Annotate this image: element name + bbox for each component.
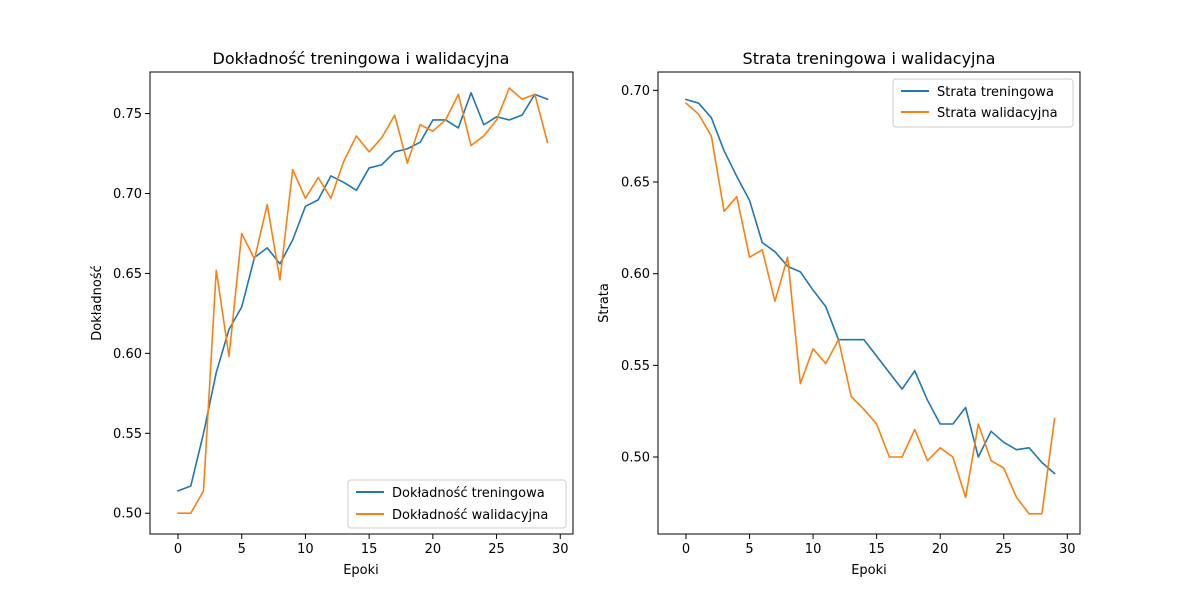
y-tick-label: 0.55	[113, 427, 142, 442]
series-layer	[684, 98, 1056, 515]
legend-label-validation: Dokładność walidacyjna	[392, 508, 548, 523]
legend: Dokładność treningowa Dokładność walidac…	[347, 479, 567, 529]
y-tick-label: 0.50	[621, 451, 650, 466]
x-tick-label: 0	[682, 542, 690, 557]
x-tick-label: 25	[488, 542, 505, 557]
plot-frame	[657, 71, 1081, 535]
x-tick-label: 5	[238, 542, 246, 557]
series-line-training	[684, 98, 1056, 475]
series-line-validation	[684, 102, 1056, 515]
y-tick-label: 0.60	[113, 347, 142, 362]
y-axis-label: Dokładność	[90, 265, 105, 341]
chart-title: Strata treningowa i walidacyjna	[743, 49, 996, 68]
series-layer	[176, 87, 549, 515]
x-tick-label: 0	[174, 542, 182, 557]
legend-box	[347, 479, 567, 529]
legend-label-training: Strata treningowa	[937, 85, 1054, 100]
chart-title: Dokładność treningowa i walidacyjna	[213, 49, 510, 68]
legend-label-validation: Strata walidacyjna	[937, 106, 1058, 121]
x-tick-label: 30	[552, 542, 569, 557]
series-line-validation	[177, 87, 549, 515]
y-tick-label: 0.65	[113, 267, 142, 282]
ticks: 0 5 10 15 20 25 30 0.50 0.55 0.60 0.65 0.70 0.75	[113, 107, 568, 557]
x-tick-label: 20	[425, 542, 442, 557]
x-tick-label: 10	[297, 542, 314, 557]
x-tick-label: 5	[745, 542, 753, 557]
y-tick-label: 0.55	[621, 359, 650, 374]
y-axis-label: Strata	[597, 283, 612, 323]
y-tick-label: 0.70	[113, 187, 142, 202]
y-tick-label: 0.70	[621, 84, 650, 99]
x-tick-label: 15	[868, 542, 885, 557]
legend-box	[892, 78, 1074, 128]
y-tick-label: 0.75	[113, 107, 142, 122]
legend: Strata treningowa Strata walidacyjna	[892, 78, 1074, 128]
x-tick-label: 25	[995, 542, 1012, 557]
x-axis-label: Epoki	[851, 563, 887, 578]
ticks: 0 5 10 15 20 25 30 0.50 0.55 0.60 0.65 0.70	[621, 84, 1076, 557]
y-tick-label: 0.60	[621, 267, 650, 282]
legend-label-training: Dokładność treningowa	[392, 486, 545, 501]
accuracy-chart: Dokładność treningowa i walidacyjna 0 5 10…	[90, 49, 574, 578]
y-tick-label: 0.50	[113, 507, 142, 522]
x-axis-label: Epoki	[343, 563, 379, 578]
plot-frame	[149, 71, 574, 535]
x-tick-label: 10	[805, 542, 822, 557]
x-tick-label: 15	[361, 542, 378, 557]
y-tick-label: 0.65	[621, 176, 650, 191]
x-tick-label: 20	[932, 542, 949, 557]
x-tick-label: 30	[1059, 542, 1076, 557]
series-line-training	[176, 91, 549, 492]
loss-chart: Strata treningowa i walidacyjna 0 5 10 15 20…	[597, 49, 1081, 578]
